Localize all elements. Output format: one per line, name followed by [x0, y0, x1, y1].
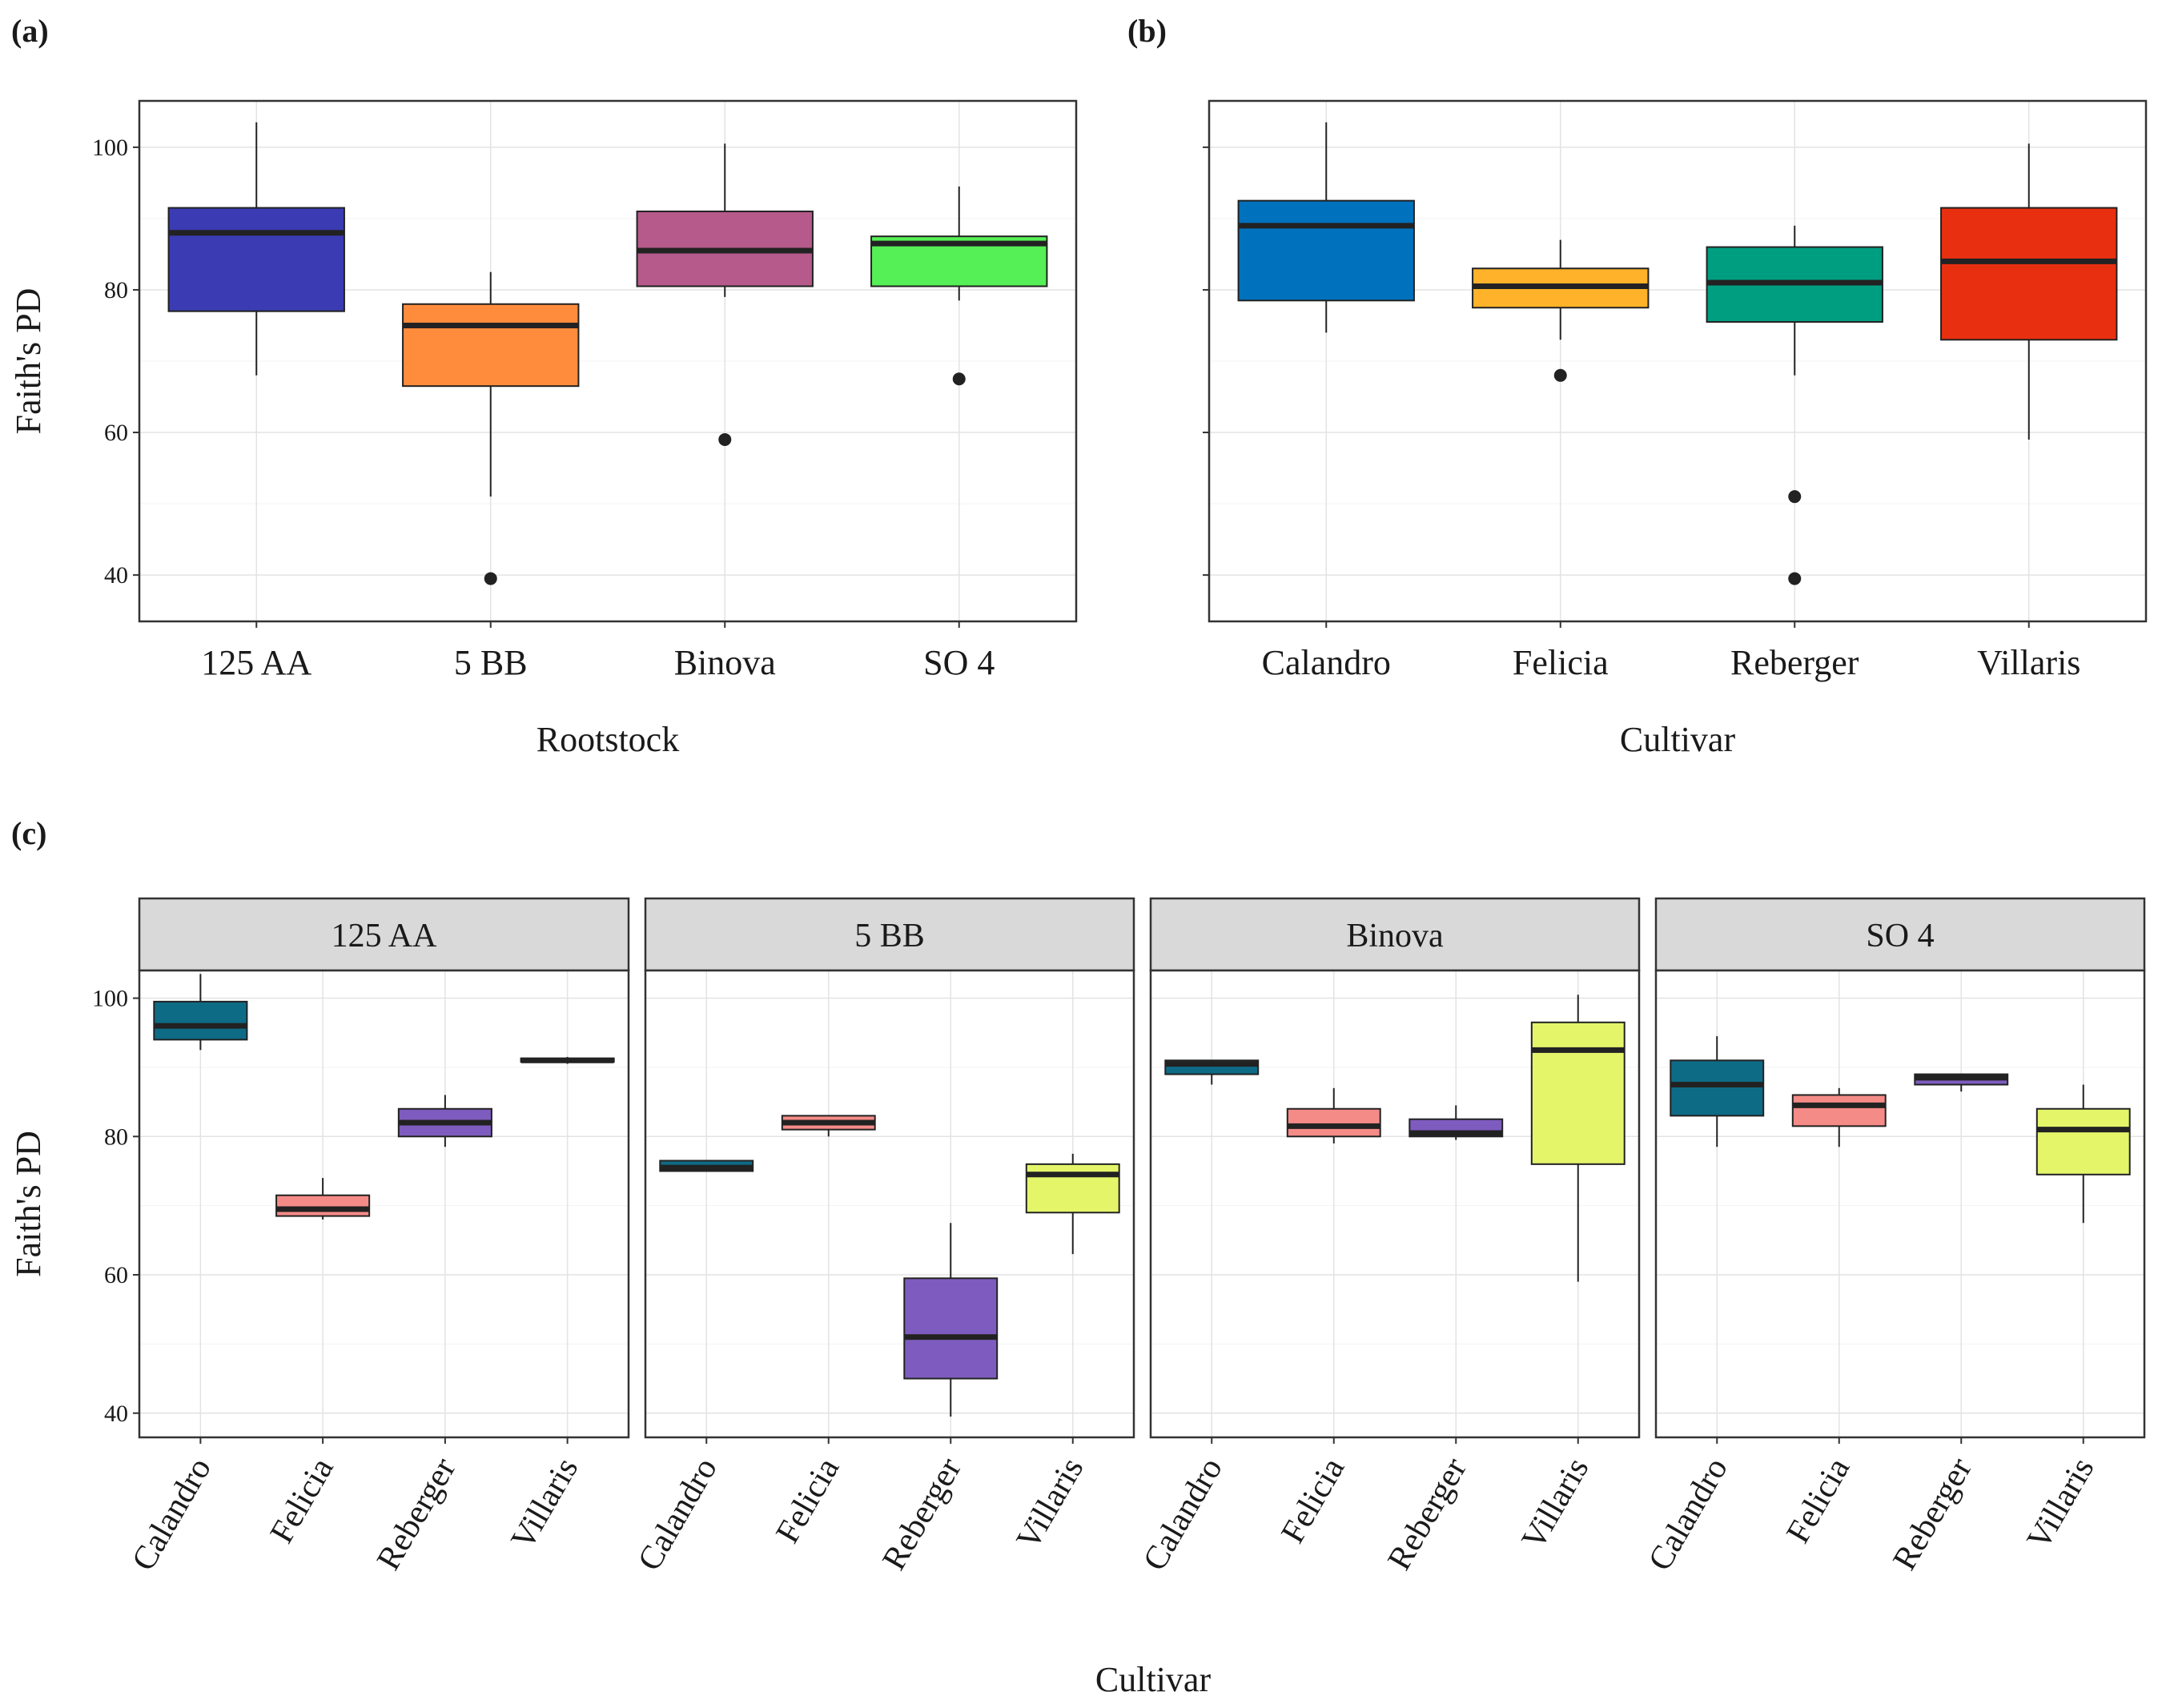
x-tick-label: Reberger: [1730, 643, 1859, 682]
facet-binova-villaris-box: [1530, 1021, 1626, 1165]
facet-5-bb-strip: [644, 897, 1135, 972]
x-axis-title: Cultivar: [1095, 1660, 1212, 1699]
facet-125-aa-background: [139, 971, 629, 1437]
x-tick-label: Felicia: [1513, 643, 1609, 682]
facet-binova-strip: [1149, 897, 1641, 972]
x-tick-label: Binova: [674, 643, 776, 682]
x-tick-label: Calandro: [125, 1452, 219, 1577]
facet-5-bb-villaris-box: [1025, 1163, 1120, 1214]
x-tick-label: Calandro: [1262, 643, 1391, 682]
facet-125-aa-felicia-box: [275, 1194, 371, 1217]
x-tick-label: Villaris: [1010, 1452, 1091, 1556]
panel-c: 125 AA Calandro Felicia Reberger Villaris 40 6…: [9, 897, 2146, 1699]
x-tick-label: Reberger: [1380, 1452, 1473, 1577]
y-axis-title: Faith's PD: [9, 288, 48, 435]
y-tick-label: 60: [104, 1262, 128, 1288]
facet-binova-frame: [1149, 969, 1641, 1439]
x-tick-label: Reberger: [875, 1452, 968, 1577]
x-tick-label: Felicia: [1274, 1452, 1352, 1549]
panel-a-5-bb-outlier-0: [484, 572, 497, 585]
y-tick-label: 40: [104, 1401, 128, 1427]
x-tick-label: Calandro: [1136, 1452, 1230, 1577]
y-tick-label: 80: [104, 1123, 128, 1150]
facet-125-aa-strip: [138, 897, 630, 972]
panel-b-reberger-outlier-1: [1788, 572, 1802, 585]
y-tick-label: 100: [92, 135, 128, 161]
panel-b-frame: [1208, 99, 2148, 623]
facet-so-4-background: [1656, 971, 2144, 1437]
panel-b-reberger-outlier-0: [1788, 490, 1802, 504]
facet-5-bb-frame: [644, 969, 1135, 1439]
facet-so-4-calandro-box: [1670, 1059, 1765, 1117]
x-tick-label: Felicia: [1779, 1452, 1857, 1549]
facet-5-bb-strip-label: 5 BB: [854, 918, 925, 954]
facet-125-aa-strip-label: 125 AA: [332, 918, 438, 954]
facet-125-aa: 125 AA Calandro Felicia Reberger Villaris 40 6…: [92, 897, 630, 1577]
panel-a-5-bb-box: [402, 303, 580, 388]
x-tick-label: SO 4: [923, 643, 995, 682]
y-tick-label: 40: [104, 562, 128, 589]
x-tick-label: Felicia: [263, 1452, 341, 1549]
panel-label-b: (b): [1127, 13, 1167, 49]
facet-5-bb: 5 BB Calandro Felicia Reberger Villaris: [631, 897, 1135, 1577]
y-tick-label: 100: [92, 986, 128, 1012]
x-tick-label: Reberger: [1886, 1452, 1979, 1577]
x-tick-label: Villaris: [1977, 643, 2080, 682]
panel-b-felicia-outlier-0: [1553, 368, 1567, 382]
x-axis-title: Cultivar: [1620, 720, 1736, 759]
panel-b-villaris-box: [1940, 207, 2118, 341]
facet-binova-strip-label: Binova: [1346, 918, 1444, 954]
x-tick-label: Reberger: [370, 1452, 463, 1577]
panel-b: Calandro Felicia Reberger Villaris Cultivar: [1203, 99, 2148, 759]
panel-label-a: (a): [11, 13, 49, 49]
panel-a: 40 60 80 100 125 AA 5 BB Binova SO 4 Rootstock Fa…: [9, 99, 1078, 759]
facet-so-4-felicia-box: [1791, 1094, 1887, 1127]
facet-so-4-villaris-box: [2035, 1107, 2131, 1176]
panel-a-binova-outlier-0: [718, 432, 732, 446]
facet-so-4-strip: [1654, 897, 2146, 972]
facet-125-aa-frame: [138, 969, 630, 1439]
facet-binova: Binova Calandro Felicia Reberger Villaris: [1136, 897, 1641, 1577]
x-tick-label: Villaris: [2020, 1452, 2102, 1556]
facet-125-aa-calandro-box: [153, 1000, 248, 1041]
x-tick-label: Villaris: [1515, 1452, 1597, 1556]
panel-a-125-aa-box: [167, 207, 345, 312]
facet-5-bb-reberger-box: [903, 1277, 999, 1380]
x-tick-label: Villaris: [504, 1452, 586, 1556]
y-tick-label: 60: [104, 420, 128, 446]
x-tick-label: Calandro: [631, 1452, 725, 1577]
x-tick-label: Felicia: [769, 1452, 846, 1549]
x-tick-label: Calandro: [1642, 1452, 1735, 1577]
facet-so-4-frame: [1654, 969, 2146, 1439]
panel-label-c: (c): [11, 815, 46, 851]
facet-binova-felicia-box: [1286, 1107, 1381, 1138]
y-tick-label: 80: [104, 277, 128, 303]
x-tick-label: 125 AA: [201, 643, 311, 682]
x-axis-title: Rootstock: [536, 720, 679, 759]
panel-a-so-4-outlier-0: [952, 372, 966, 386]
panel-b-calandro-box: [1237, 199, 1415, 302]
facet-so-4: SO 4 Calandro Felicia Reberger Villaris: [1642, 897, 2146, 1577]
y-axis-title: Faith's PD: [9, 1131, 48, 1277]
panel-a-frame: [138, 99, 1078, 623]
x-tick-label: 5 BB: [454, 643, 528, 682]
facet-so-4-strip-label: SO 4: [1866, 918, 1934, 954]
